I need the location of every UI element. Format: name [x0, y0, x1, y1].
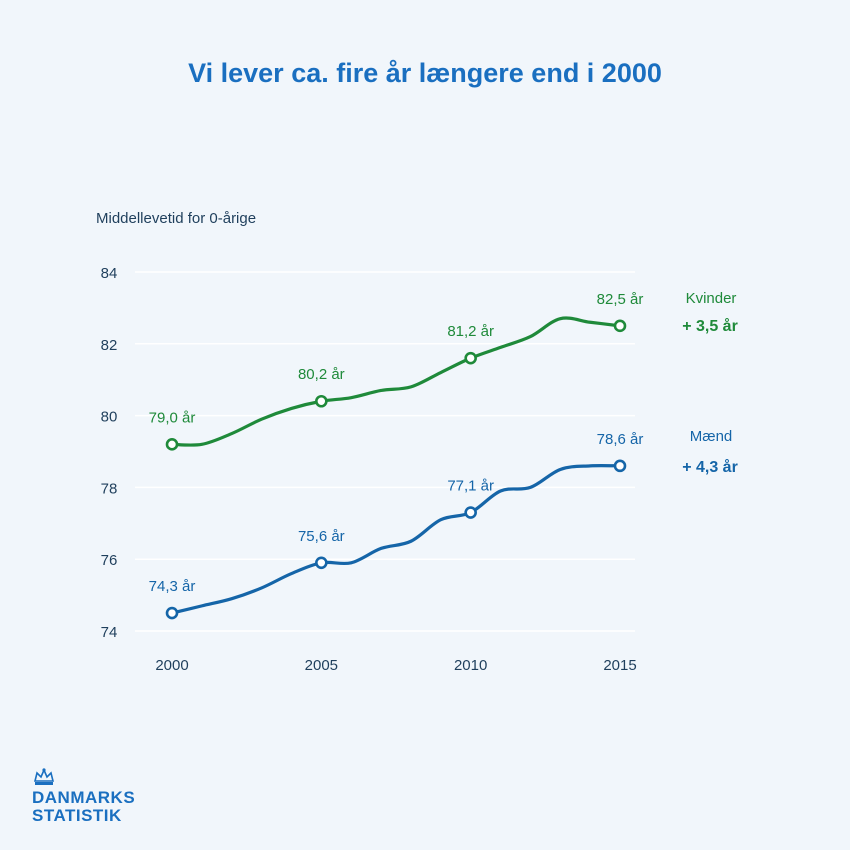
danmarks-statistik-logo: DANMARKS STATISTIK: [32, 768, 135, 825]
data-point: [315, 394, 328, 408]
y-tick-label: 80: [101, 409, 118, 426]
data-label: 79,0 år: [149, 409, 196, 426]
y-tick-label: 84: [101, 265, 118, 282]
legend-series-name: Mænd: [690, 428, 733, 445]
series-line: [170, 463, 622, 615]
y-tick-label: 78: [101, 480, 118, 497]
data-point: [315, 556, 328, 570]
y-tick-label: 82: [101, 337, 118, 354]
data-point: [464, 351, 477, 365]
data-point: [613, 319, 627, 333]
chart-title: Vi lever ca. fire år længere end i 2000: [188, 58, 662, 88]
x-tick-label: 2000: [155, 657, 188, 674]
y-tick-label: 74: [101, 624, 118, 641]
data-label: 81,2 år: [447, 323, 494, 340]
data-point: [165, 438, 179, 451]
data-label: 74,3 år: [149, 578, 196, 595]
data-label: 80,2 år: [298, 366, 345, 383]
y-tick-label: 76: [101, 552, 118, 569]
data-label: 82,5 år: [597, 291, 644, 308]
x-tick-label: 2015: [603, 657, 636, 674]
y-axis-label: Middellevetid for 0-årige: [96, 210, 257, 227]
x-tick-label: 2005: [305, 657, 338, 674]
legend-change-label: + 4,3 år: [682, 458, 738, 476]
legend-change-label: + 3,5 år: [682, 317, 738, 335]
legend-series-name: Kvinder: [686, 290, 737, 307]
data-point: [165, 606, 179, 620]
logo-text-line1: DANMARKS: [32, 788, 136, 807]
x-tick-label: 2010: [454, 657, 487, 674]
data-point: [464, 506, 477, 519]
series-line: [170, 316, 622, 447]
data-label: 78,6 år: [597, 431, 644, 448]
logo-text-line2: STATISTIK: [32, 806, 122, 825]
data-label: 75,6 år: [298, 528, 345, 545]
data-point: [613, 459, 627, 473]
data-label: 77,1 år: [447, 478, 494, 495]
crown-icon: [33, 768, 55, 785]
